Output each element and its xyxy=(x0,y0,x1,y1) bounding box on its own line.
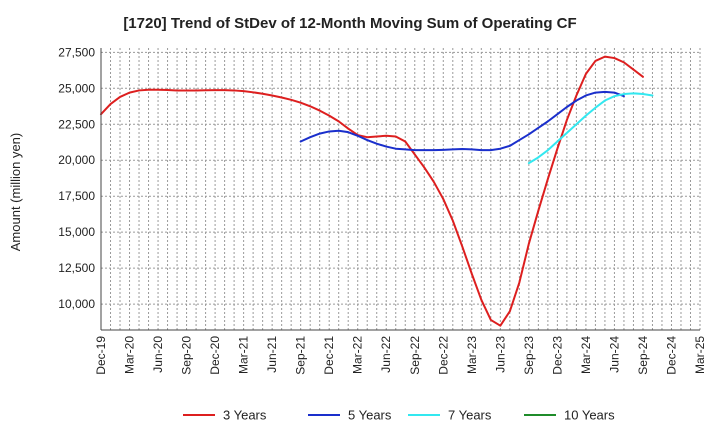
x-tick-label: Dec-20 xyxy=(208,336,222,375)
x-tick-label: Jun-23 xyxy=(493,336,507,373)
x-tick-label: Dec-23 xyxy=(550,336,564,375)
x-tick-label: Dec-24 xyxy=(664,336,678,375)
y-tick-label: 17,500 xyxy=(58,189,95,203)
x-tick-label: Mar-24 xyxy=(579,336,593,374)
y-tick-label: 10,000 xyxy=(58,297,95,311)
y-axis-label: Amount (million yen) xyxy=(8,133,23,252)
x-tick-label: Mar-21 xyxy=(237,336,251,374)
series-line-3-years xyxy=(100,55,644,327)
x-tick-label: Jun-24 xyxy=(607,336,621,373)
y-tick-label: 12,500 xyxy=(58,261,95,275)
x-tick-label: Jun-21 xyxy=(265,336,279,373)
legend-label-3-years: 3 Years xyxy=(223,408,267,423)
x-tick-label: Mar-23 xyxy=(465,336,479,374)
y-tick-label: 20,000 xyxy=(58,153,95,167)
series-line-5-years xyxy=(299,90,625,152)
chart-title: [1720] Trend of StDev of 12-Month Moving… xyxy=(123,15,576,32)
series-line-7-years xyxy=(527,92,654,165)
x-tick-label: Dec-22 xyxy=(436,336,450,375)
x-tick-label: Dec-19 xyxy=(94,336,108,375)
series-layer xyxy=(100,55,654,327)
x-tick-label: Sep-20 xyxy=(180,336,194,375)
legend: 3 Years 5 Years 7 Years 10 Years xyxy=(183,408,615,423)
legend-label-7-years: 7 Years xyxy=(448,408,492,423)
x-tick-label: Mar-25 xyxy=(693,336,707,374)
plot-area xyxy=(101,48,700,330)
axis-layer: 10,000 12,500 15,000 17,500 20,000 22,500 25,0… xyxy=(58,45,707,374)
legend-label-5-years: 5 Years xyxy=(348,408,392,423)
x-tick-label: Sep-21 xyxy=(294,336,308,375)
x-tick-label: Mar-20 xyxy=(123,336,137,374)
x-tick-label: Sep-23 xyxy=(522,336,536,375)
legend-label-10-years: 10 Years xyxy=(564,408,615,423)
x-tick-label: Jun-20 xyxy=(151,336,165,373)
y-tick-label: 22,500 xyxy=(58,117,95,131)
y-tick-label: 25,000 xyxy=(58,81,95,95)
x-tick-label: Sep-24 xyxy=(636,336,650,375)
x-tick-label: Jun-22 xyxy=(379,336,393,373)
y-tick-label: 15,000 xyxy=(58,225,95,239)
y-tick-label: 27,500 xyxy=(58,45,95,59)
x-tick-label: Sep-22 xyxy=(408,336,422,375)
x-tick-label: Mar-22 xyxy=(351,336,365,374)
grid-layer xyxy=(100,48,701,330)
x-tick-label: Dec-21 xyxy=(322,336,336,375)
